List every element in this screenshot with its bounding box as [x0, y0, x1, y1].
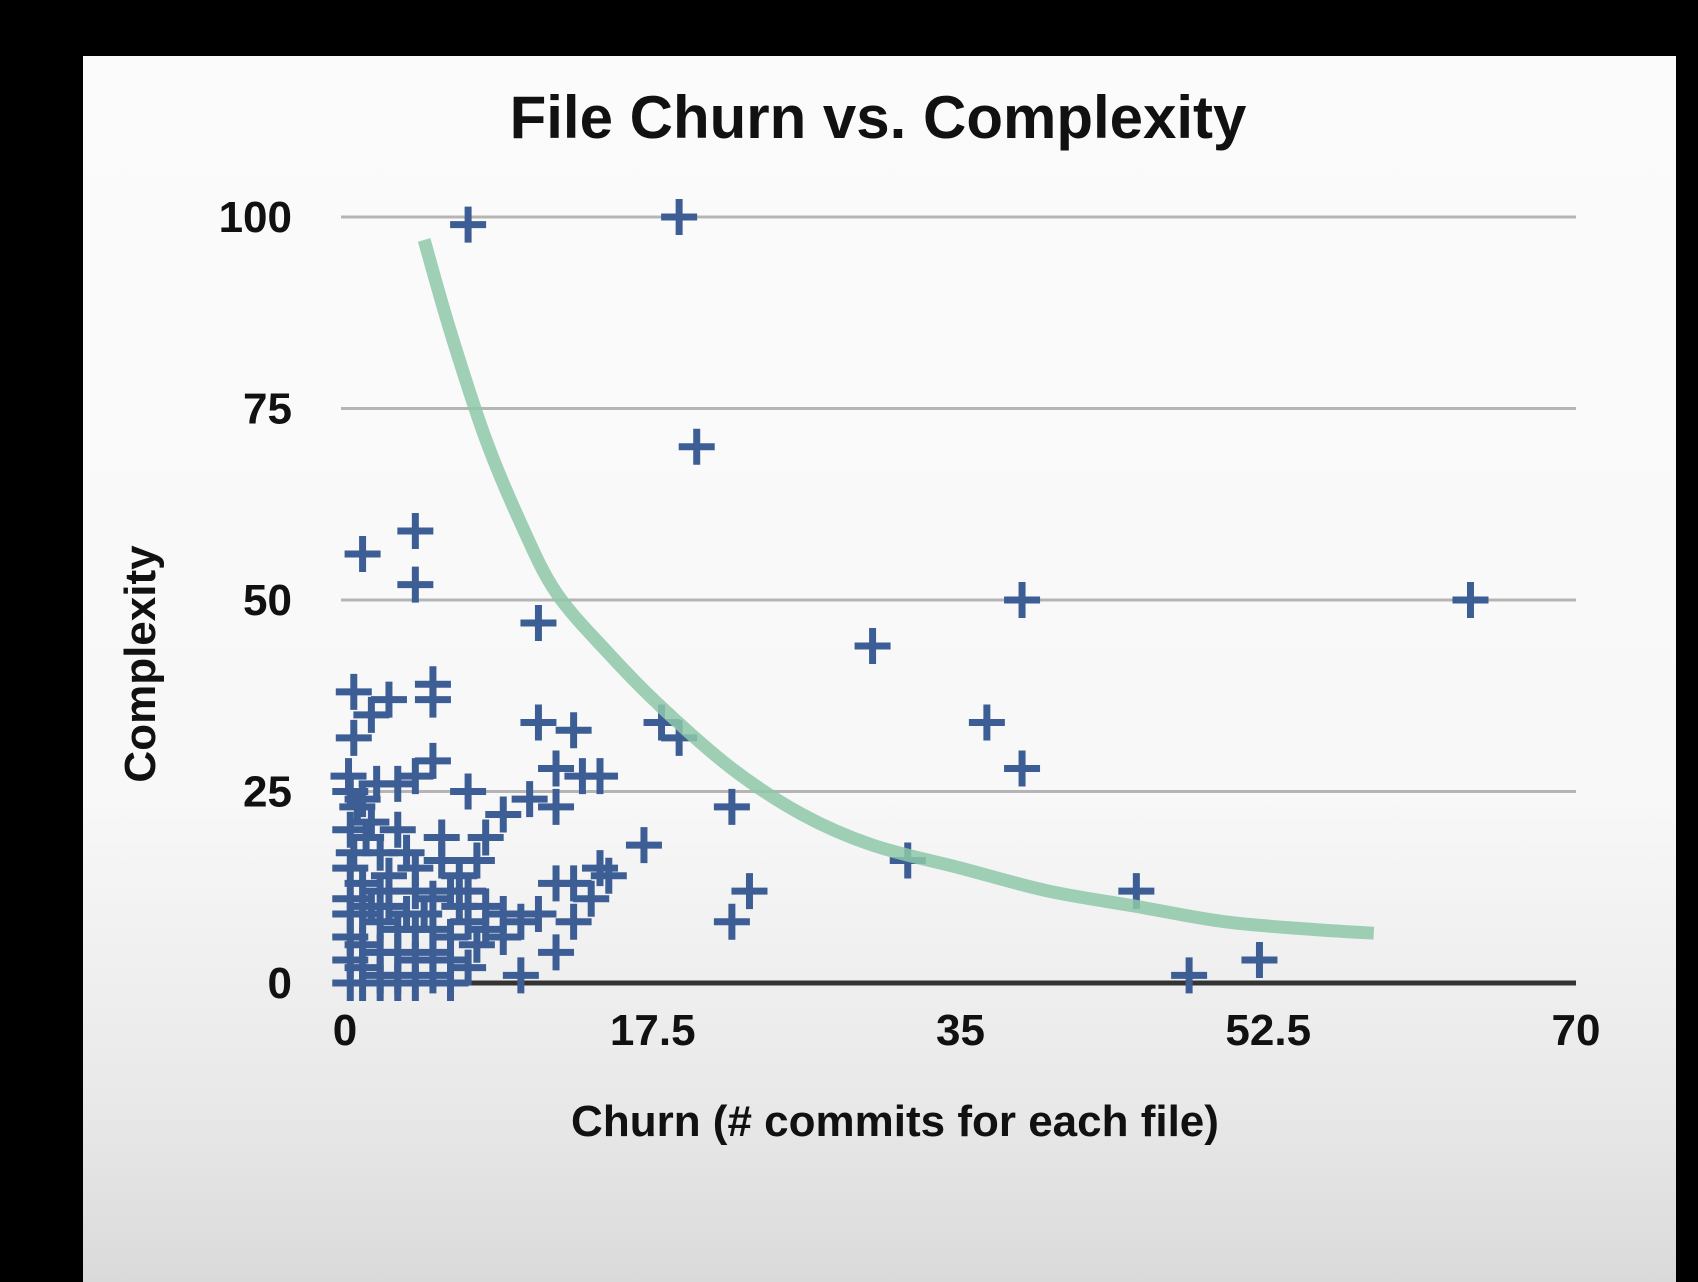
data-point: [968, 704, 1005, 741]
data-point: [485, 796, 522, 833]
data-point: [458, 926, 495, 963]
data-point: [370, 857, 407, 894]
data-point: [1241, 942, 1278, 979]
data-point: [397, 513, 434, 550]
slide: File Churn vs. Complexity 0 25 50 75 100 0 17…: [83, 56, 1676, 1282]
x-tick-labels: 0 17.5 35 52.5 70: [333, 1006, 1601, 1055]
data-point: [335, 834, 372, 871]
data-point: [573, 880, 610, 917]
chart-title: File Churn vs. Complexity: [510, 84, 1247, 151]
x-tick-label: 52.5: [1225, 1006, 1311, 1055]
data-point: [485, 919, 522, 956]
y-tick-label: 100: [219, 193, 292, 242]
data-point: [590, 857, 627, 894]
y-tick-label: 50: [243, 576, 292, 625]
data-point: [379, 965, 416, 1001]
data-point: [370, 681, 407, 718]
x-tick-label: 35: [936, 1006, 985, 1055]
y-tick-label: 0: [268, 959, 292, 1008]
data-point: [502, 957, 539, 994]
y-tick-label: 25: [243, 768, 292, 817]
data-point: [555, 903, 592, 940]
data-point: [332, 811, 369, 848]
data-point: [397, 758, 434, 795]
data-point: [450, 773, 487, 810]
data-point: [423, 819, 460, 856]
data-points: [330, 199, 1489, 1001]
data-point: [713, 788, 750, 825]
trend-curve: [417, 238, 1375, 940]
data-point: [379, 811, 416, 848]
data-point: [353, 804, 390, 841]
data-point: [538, 788, 575, 825]
data-point: [335, 673, 372, 710]
y-tick-label: 75: [243, 385, 292, 434]
data-point: [538, 750, 575, 787]
data-point: [370, 888, 407, 925]
data-point: [1452, 582, 1489, 618]
data-point: [520, 704, 557, 741]
x-tick-label: 70: [1552, 1006, 1601, 1055]
grid-lines: [341, 215, 1576, 986]
data-point: [330, 758, 367, 795]
y-axis-title: Complexity: [116, 545, 165, 783]
data-point: [625, 827, 662, 864]
data-point: [414, 957, 451, 994]
x-axis-title: Churn (# commits for each file): [571, 1097, 1219, 1146]
data-point: [344, 536, 381, 573]
scatter-chart: File Churn vs. Complexity 0 25 50 75 100 0 17…: [116, 84, 1601, 1146]
data-point: [397, 850, 434, 887]
data-point: [538, 934, 575, 971]
data-point: [406, 896, 443, 933]
data-point: [335, 719, 372, 756]
trend-curve-group: [417, 238, 1375, 940]
data-point: [414, 681, 451, 718]
data-point: [581, 758, 618, 795]
data-point: [713, 903, 750, 940]
x-tick-label: 17.5: [610, 1006, 696, 1055]
data-point: [555, 712, 592, 749]
data-point: [511, 781, 548, 818]
data-point: [731, 873, 768, 910]
data-point: [467, 819, 504, 856]
y-tick-labels: 0 25 50 75 100: [219, 193, 292, 1008]
data-point: [678, 428, 715, 465]
data-point: [450, 206, 487, 243]
data-point: [520, 604, 557, 641]
data-point: [441, 888, 478, 925]
data-point: [1004, 750, 1041, 787]
data-point: [397, 566, 434, 603]
data-point: [1171, 957, 1208, 994]
data-point: [432, 965, 469, 1001]
data-point: [1004, 582, 1041, 618]
data-point: [538, 865, 575, 902]
x-tick-label: 0: [333, 1006, 357, 1055]
data-point: [520, 896, 557, 933]
data-point: [661, 199, 698, 235]
data-point: [332, 880, 369, 917]
data-point: [358, 765, 395, 802]
data-point: [854, 627, 891, 664]
